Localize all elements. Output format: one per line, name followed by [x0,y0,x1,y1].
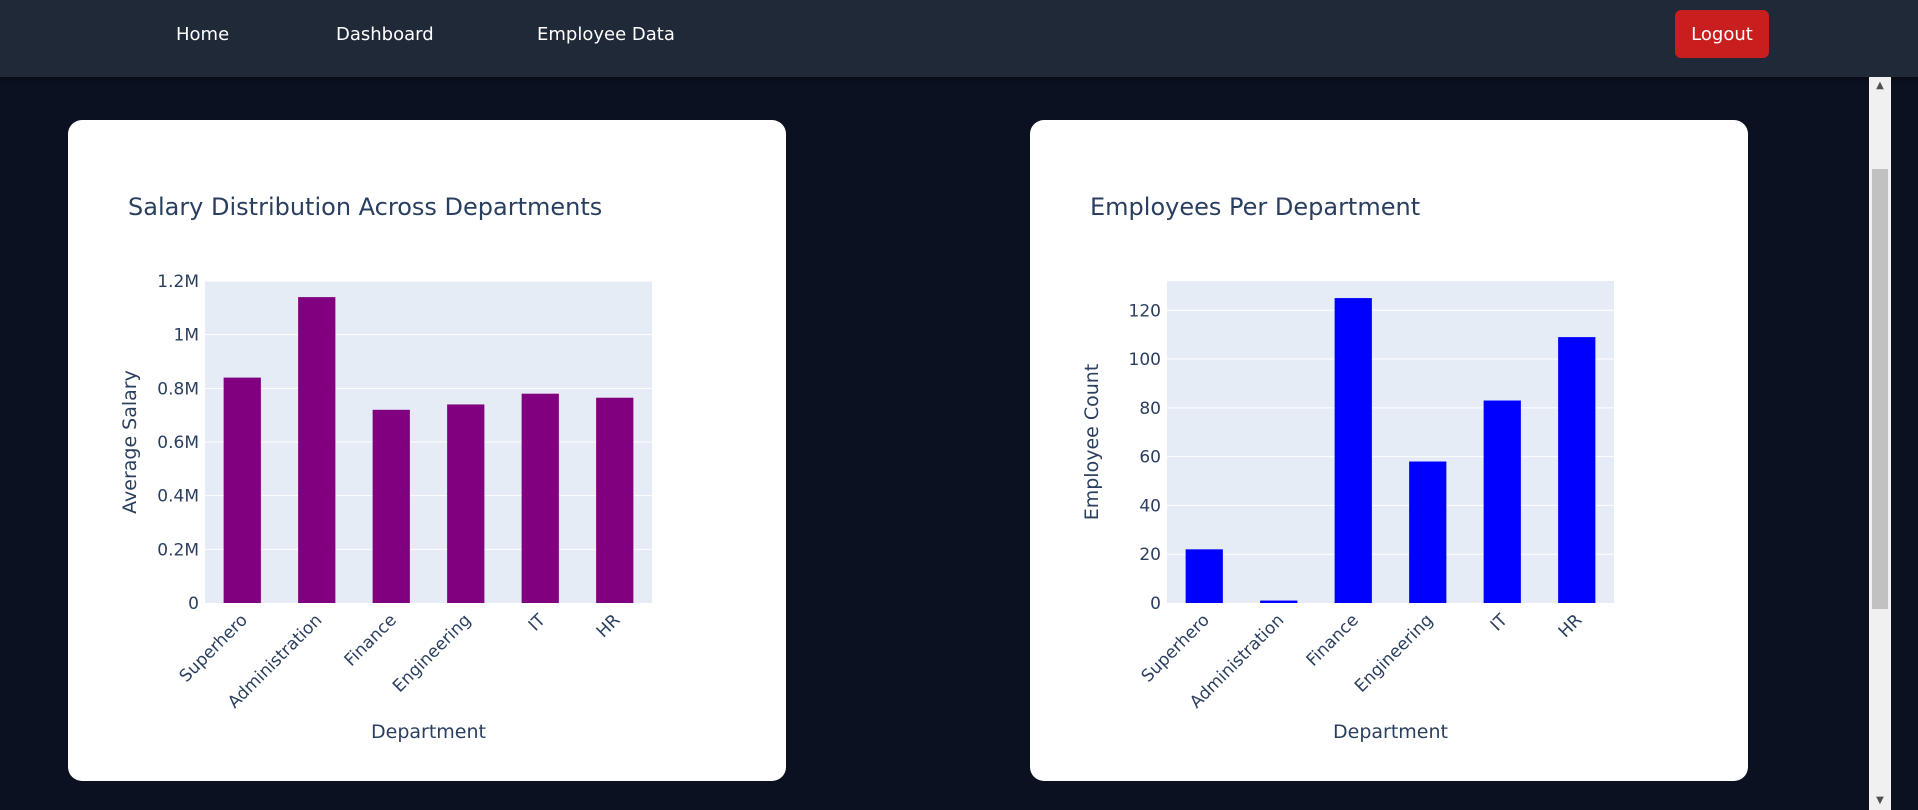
top-navbar: Home Dashboard Employee Data Logout [0,0,1918,77]
y-tick-label: 120 [1129,301,1161,321]
chart-title: Employees Per Department [1090,193,1420,221]
employee-chart-card: Employees Per Department 0 20 40 60 80 100 120 S… [1030,120,1748,781]
salary-chart-card: Salary Distribution Across Departments 0 0… [68,120,786,781]
x-tick-label: IT [525,610,550,635]
y-tick-label: 0.4M [157,487,199,507]
y-tick-label: 100 [1129,350,1161,370]
bar-superhero[interactable] [1185,549,1223,603]
nav-home-link[interactable]: Home [176,24,230,45]
bar-administration[interactable] [298,297,336,603]
scroll-down-arrow-icon[interactable]: ▼ [1876,795,1884,806]
bar-it[interactable] [521,393,559,603]
x-tick-label: Engineering [1351,610,1437,696]
x-tick-label: IT [1487,610,1512,635]
scroll-thumb[interactable] [1872,169,1888,609]
y-tick-label: 80 [1139,399,1161,419]
y-tick-label: 20 [1139,545,1161,565]
x-tick-label: Superhero [1138,610,1214,686]
bar-finance[interactable] [372,409,410,603]
nav-employee-data-link[interactable]: Employee Data [537,24,675,45]
bar-finance[interactable] [1334,298,1372,603]
y-tick-label: 1M [174,326,199,346]
bar-engineering[interactable] [1409,461,1447,603]
y-tick-label: 0.2M [157,540,199,560]
employee-chart: Employees Per Department 0 20 40 60 80 100 120 S… [1081,193,1614,743]
bar-administration[interactable] [1260,600,1298,603]
nav-dashboard-link[interactable]: Dashboard [336,24,434,45]
plot-area [1167,281,1614,603]
x-tick-label: HR [1555,610,1587,642]
y-tick-label: 60 [1139,448,1161,468]
x-axis-label: Department [1333,721,1448,743]
chart-title: Salary Distribution Across Departments [128,193,602,221]
x-tick-label: Finance [1303,610,1363,670]
y-tick-label: 0 [1150,594,1161,614]
logout-button[interactable]: Logout [1675,10,1769,58]
y-axis-label: Average Salary [119,370,141,514]
y-tick-label: 40 [1139,496,1161,516]
y-tick-label: 0.6M [157,433,199,453]
y-tick-label: 0 [188,594,199,614]
bar-superhero[interactable] [223,377,261,603]
y-tick-label: 0.8M [157,379,199,399]
bar-engineering[interactable] [447,404,485,603]
page-scrollbar[interactable]: ▲ ▼ [1869,77,1891,810]
x-tick-label: Finance [341,610,401,670]
bar-it[interactable] [1483,400,1521,603]
x-tick-label: HR [593,610,625,642]
bar-hr[interactable] [596,397,634,603]
x-tick-label: Superhero [176,610,252,686]
salary-chart: Salary Distribution Across Departments 0 0… [119,193,652,743]
x-axis-label: Department [371,721,486,743]
y-axis-label: Employee Count [1081,364,1103,521]
y-tick-label: 1.2M [157,272,199,292]
scroll-up-arrow-icon[interactable]: ▲ [1876,80,1884,91]
x-tick-label: Engineering [389,610,475,696]
bar-hr[interactable] [1558,337,1596,603]
